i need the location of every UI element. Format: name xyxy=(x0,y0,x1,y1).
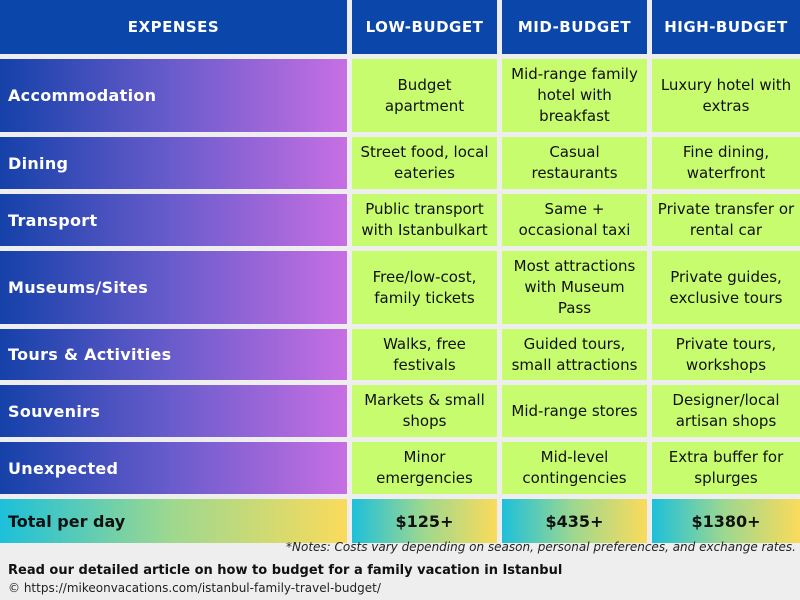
cell-low: Public transport with Istanbulkart xyxy=(352,194,497,246)
article-link[interactable]: Read our detailed article on how to budg… xyxy=(8,563,563,578)
cell-mid: Mid-level contingencies xyxy=(502,442,647,494)
footnote: *Notes: Costs vary depending on season, … xyxy=(286,540,796,554)
header-expenses: EXPENSES xyxy=(0,0,347,54)
row-label: Accommodation xyxy=(0,59,347,132)
cell-mid: Casual restaurants xyxy=(502,137,647,189)
cell-high: Luxury hotel with extras xyxy=(652,59,800,132)
row-label: Souvenirs xyxy=(0,385,347,437)
cell-mid: Mid-range family hotel with breakfast xyxy=(502,59,647,132)
header-mid-budget: MID-BUDGET xyxy=(502,0,647,54)
cell-high: Designer/local artisan shops xyxy=(652,385,800,437)
cell-mid: Most attractions with Museum Pass xyxy=(502,251,647,324)
cell-high: Private guides, exclusive tours xyxy=(652,251,800,324)
cell-low: Street food, local eateries xyxy=(352,137,497,189)
cell-low: Free/low-cost, family tickets xyxy=(352,251,497,324)
total-high: $1380+ xyxy=(652,499,800,543)
cell-high: Private transfer or rental car xyxy=(652,194,800,246)
cell-mid: Guided tours, small attractions xyxy=(502,329,647,380)
cell-high: Extra buffer for splurges xyxy=(652,442,800,494)
cell-low: Markets & small shops xyxy=(352,385,497,437)
budget-table: EXPENSES LOW-BUDGET MID-BUDGET HIGH-BUDG… xyxy=(0,0,800,543)
cell-low: Minor emergencies xyxy=(352,442,497,494)
row-label: Tours & Activities xyxy=(0,329,347,380)
cell-low: Budget apartment xyxy=(352,59,497,132)
cell-high: Fine dining, waterfront xyxy=(652,137,800,189)
header-low-budget: LOW-BUDGET xyxy=(352,0,497,54)
row-label: Unexpected xyxy=(0,442,347,494)
cell-high: Private tours, workshops xyxy=(652,329,800,380)
total-label: Total per day xyxy=(0,499,347,543)
total-mid: $435+ xyxy=(502,499,647,543)
row-label: Museums/Sites xyxy=(0,251,347,324)
cell-mid: Same + occasional taxi xyxy=(502,194,647,246)
header-high-budget: HIGH-BUDGET xyxy=(652,0,800,54)
row-label: Transport xyxy=(0,194,347,246)
row-label: Dining xyxy=(0,137,347,189)
total-low: $125+ xyxy=(352,499,497,543)
cell-low: Walks, free festivals xyxy=(352,329,497,380)
cell-mid: Mid-range stores xyxy=(502,385,647,437)
source-url[interactable]: © https://mikeonvacations.com/istanbul-f… xyxy=(8,581,381,595)
